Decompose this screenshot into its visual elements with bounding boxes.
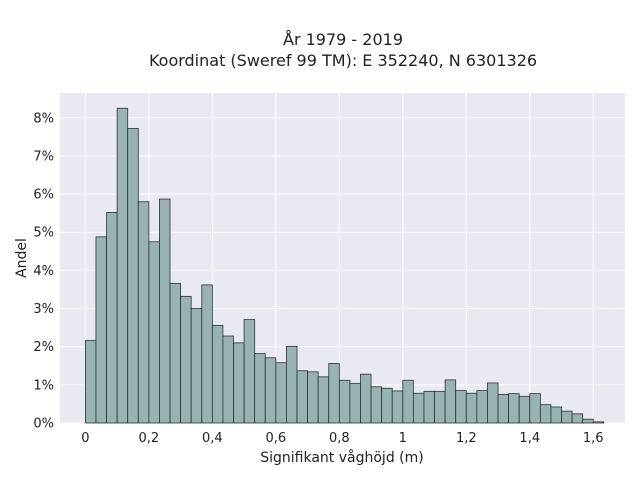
- histogram-bar: [465, 392, 478, 424]
- y-tick-label: 2%: [33, 340, 54, 355]
- histogram-bar: [508, 393, 520, 424]
- histogram-bars: [84, 107, 605, 424]
- histogram-bar: [159, 198, 171, 424]
- histogram-bar: [222, 335, 234, 424]
- y-axis-label: Andel: [14, 238, 30, 278]
- y-tick-label: 8%: [33, 111, 54, 126]
- y-tick-label: 1%: [33, 378, 54, 393]
- y-tick-label: 7%: [33, 149, 54, 164]
- histogram-bar: [137, 201, 150, 424]
- histogram-bar: [95, 236, 107, 424]
- x-axis-label: Signifikant våghöjd (m): [260, 449, 423, 466]
- histogram-bar: [381, 387, 393, 424]
- histogram-bar: [497, 393, 510, 424]
- histogram-bar: [317, 376, 330, 424]
- histogram-bar: [211, 324, 224, 424]
- histogram-bar: [582, 418, 594, 424]
- histogram-bar: [571, 413, 584, 424]
- histogram-bar: [402, 379, 414, 424]
- histogram-bar: [476, 390, 488, 424]
- histogram-bar: [84, 340, 97, 424]
- histogram-bar: [169, 282, 182, 424]
- histogram-bar: [518, 395, 531, 424]
- histogram-bar: [106, 212, 118, 424]
- histogram-bar: [391, 390, 404, 424]
- x-tick-label: 0: [81, 431, 89, 446]
- histogram-bar: [116, 107, 129, 424]
- y-axis-ticks: 0% 1% 2% 3% 4% 5% 6% 7% 8%: [33, 111, 54, 431]
- x-tick-label: 0,6: [265, 431, 286, 446]
- histogram-bar: [487, 382, 499, 424]
- histogram-bar: [561, 410, 573, 424]
- histogram-bar: [434, 390, 446, 424]
- histogram-bar: [423, 390, 435, 424]
- histogram-bar: [307, 371, 319, 424]
- y-tick-label: 3%: [33, 302, 54, 317]
- x-tick-label: 0,8: [329, 431, 350, 446]
- x-tick-label: 0,2: [139, 431, 160, 446]
- histogram-bar: [349, 382, 361, 424]
- chart-title-line-1: År 1979 - 2019: [283, 30, 403, 49]
- histogram-bar: [190, 308, 203, 424]
- y-tick-label: 6%: [33, 188, 54, 203]
- chart-title-line-2: Koordinat (Sweref 99 TM): E 352240, N 63…: [149, 51, 537, 70]
- x-tick-label: 1: [399, 431, 407, 446]
- y-tick-label: 5%: [33, 226, 54, 241]
- histogram-bar: [338, 379, 351, 424]
- histogram-bar: [296, 370, 308, 424]
- x-tick-label: 0,4: [202, 431, 223, 446]
- histogram-bar: [286, 345, 298, 424]
- histogram-bar: [148, 241, 160, 424]
- histogram-bar: [264, 357, 277, 424]
- histogram-bar: [529, 393, 541, 424]
- histogram-bar: [370, 386, 383, 424]
- histogram-bar: [412, 392, 425, 424]
- histogram-bar: [360, 373, 372, 424]
- histogram-bar: [550, 406, 562, 424]
- histogram-bar: [455, 390, 467, 424]
- histogram-bar: [233, 342, 245, 424]
- x-axis-ticks: 0 0,2 0,4 0,6 0,8 1 1,2 1,4 1,6: [81, 431, 603, 446]
- histogram-bar: [180, 295, 192, 424]
- histogram-bar: [539, 404, 552, 424]
- x-tick-label: 1,4: [519, 431, 540, 446]
- histogram-bar: [592, 421, 605, 424]
- histogram-bar: [328, 363, 340, 424]
- x-tick-label: 1,6: [583, 431, 604, 446]
- histogram-bar: [201, 284, 213, 424]
- histogram-bar: [275, 362, 287, 424]
- histogram-bar: [127, 128, 139, 424]
- y-tick-label: 4%: [33, 264, 54, 279]
- y-tick-label: 0%: [33, 417, 54, 432]
- histogram-bar: [254, 353, 266, 424]
- x-tick-label: 1,2: [456, 431, 477, 446]
- histogram-bar: [243, 319, 256, 424]
- histogram-bar: [444, 379, 457, 424]
